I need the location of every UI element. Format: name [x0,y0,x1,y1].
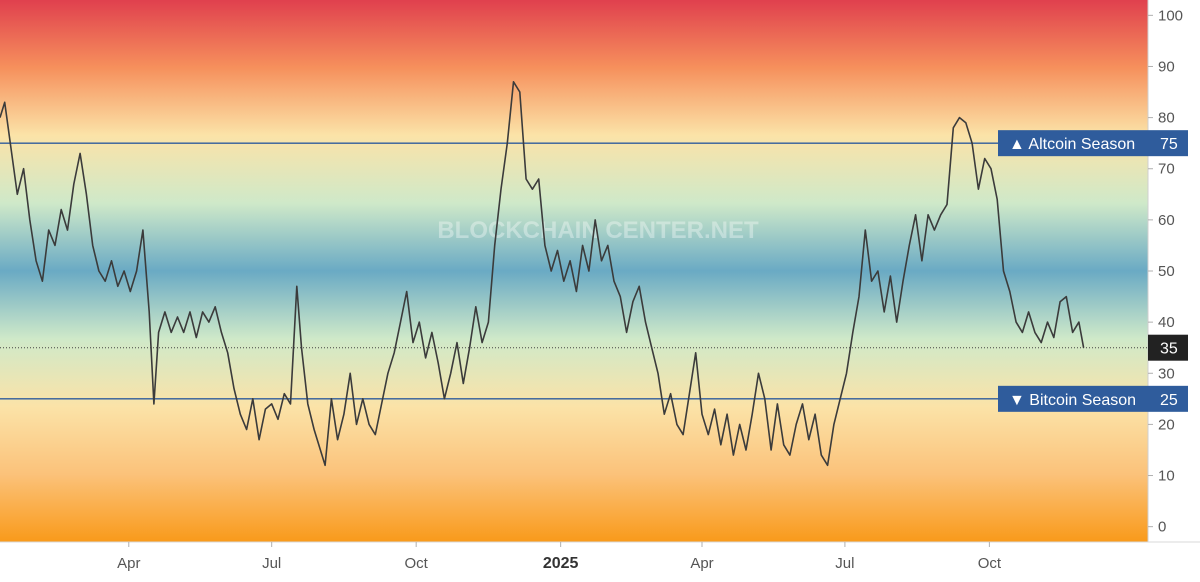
x-tick-label: Apr [117,555,140,572]
reference-label-text: ▼ Bitcoin Season [1009,392,1136,409]
x-tick-label: Apr [690,555,713,572]
y-tick-label: 40 [1158,314,1175,331]
y-axis-panel [1148,0,1200,542]
y-tick-label: 90 [1158,58,1175,75]
y-axis-ticks: 0 10 20 30 40 50 60 70 80 90 100 [1148,7,1183,536]
series-line [0,81,1085,467]
x-tick-label: Oct [978,555,1002,572]
y-tick-label: 100 [1158,7,1183,24]
reference-lines [0,142,1148,400]
y-tick-label: 10 [1158,468,1175,485]
reference-value-box [1148,130,1188,157]
x-tick-label: Jul [835,555,854,572]
reference-value-label: 75 [1160,136,1178,153]
y-tick-label: 50 [1158,263,1175,280]
price-badges: ▲ Altcoin Season 75 ▼ Bitcoin Season 25 35 [998,130,1188,412]
x-axis-ticks: Apr Jul Oct 2025 Apr Jul Oct [117,542,1002,572]
y-tick-label: 20 [1158,416,1175,433]
x-tick-label: Oct [404,555,428,572]
series-layer [0,81,1085,467]
reference-label-text: ▲ Altcoin Season [1009,136,1135,153]
y-tick-label: 60 [1158,212,1175,229]
y-tick-label: 0 [1158,519,1166,536]
x-tick-label: 2025 [543,555,579,572]
current-value-label: 35 [1160,341,1178,358]
reference-value-label: 25 [1160,392,1178,409]
reference-label-box [998,385,1148,412]
y-tick-label: 80 [1158,110,1175,127]
reference-value-box [1148,385,1188,412]
y-tick-label: 70 [1158,161,1175,178]
reference-label-box [998,130,1148,157]
plot-background [0,0,1148,542]
current-value-box [1148,334,1188,361]
x-tick-label: Jul [262,555,281,572]
y-tick-label: 30 [1158,365,1175,382]
x-axis-panel [0,542,1200,577]
